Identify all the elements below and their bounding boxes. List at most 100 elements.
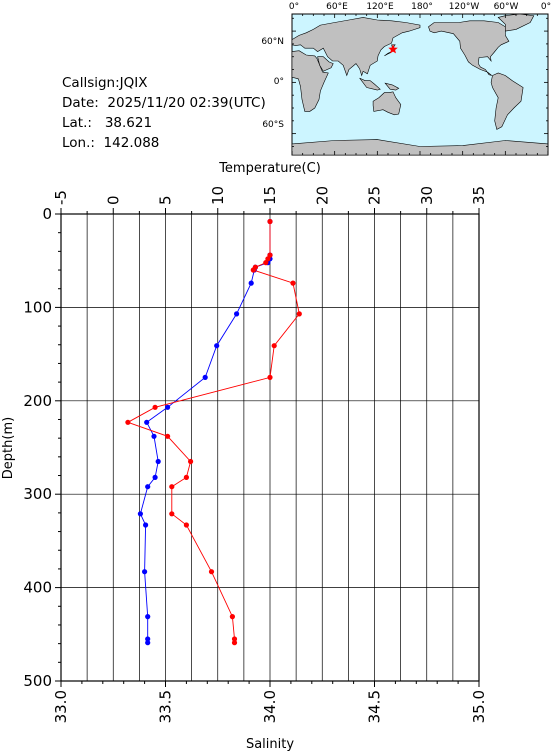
temperature-tick-label: 25 [366, 186, 384, 205]
salinity-point [169, 484, 175, 490]
temperature-point [151, 433, 157, 439]
callsign-label: Callsign: [62, 75, 120, 91]
temperature-point [202, 374, 208, 380]
lon-value: 142.088 [103, 135, 160, 151]
temperature-tick-label: 20 [313, 186, 331, 205]
salinity-point [208, 569, 215, 575]
callsign-line: Callsign:JQIX [62, 73, 266, 93]
depth-axis-title: Depth(m) [1, 417, 16, 479]
map-landmass [291, 50, 329, 112]
salinity-point [231, 640, 238, 646]
depth-tick-label: 300 [23, 485, 52, 503]
map-landmass [428, 20, 510, 76]
temperature-point [248, 280, 254, 286]
depth-tick-label: 0 [42, 205, 52, 223]
salinity-point [152, 404, 158, 410]
map-top-tick-3: 180° [411, 2, 433, 12]
map-landmass [384, 82, 400, 91]
map-top-tick-2: 120°E [366, 2, 394, 12]
date-label: Date: [62, 95, 99, 111]
map-top-tick-5: 60°W [494, 2, 519, 12]
salinity-point [165, 433, 171, 439]
salinity-point [169, 511, 175, 517]
temperature-tick-label: 0 [104, 195, 122, 205]
map-landmass [359, 77, 381, 91]
axis-ticks [55, 208, 480, 687]
temperature-point [144, 419, 150, 425]
salinity-point [263, 260, 269, 266]
salinity-tick-label: 33.0 [52, 690, 70, 723]
temperature-point [142, 569, 148, 575]
temperature-point [143, 522, 149, 528]
salinity-axis-title: Salinity [246, 737, 294, 751]
station-info: Callsign:JQIX Date: 2025/11/20 02:39(UTC… [62, 73, 266, 153]
salinity-tick-label: 35.0 [470, 690, 488, 723]
salinity-point [229, 614, 235, 620]
lat-value: 38.621 [104, 115, 153, 131]
salinity-point [290, 280, 296, 286]
salinity-tick-label: 34.5 [366, 690, 384, 723]
map-landmass [497, 13, 535, 32]
map-ticks [291, 14, 549, 155]
temperature-tick-label: 10 [209, 186, 227, 205]
date-value: 2025/11/20 02:39(UTC) [107, 95, 266, 111]
salinity-tick-label: 33.5 [157, 690, 175, 723]
lat-label: Lat.: [62, 115, 92, 131]
station-marker-icon [388, 44, 398, 54]
temperature-point [137, 511, 143, 517]
temperature-point [152, 474, 158, 480]
salinity-tick-labels: 33.0 33.5 34.0 34.5 35.0 [52, 690, 488, 723]
temperature-axis-title: Temperature(C) [218, 161, 321, 176]
salinity-profile-line [126, 221, 300, 643]
map-landmass [317, 56, 334, 72]
temperature-point [214, 343, 220, 349]
temperature-point [145, 640, 151, 646]
temperature-point [165, 404, 171, 410]
temperature-point [145, 636, 151, 642]
salinity-point [183, 522, 189, 528]
map-land [291, 13, 549, 156]
map-top-tick-4: 120°W [449, 2, 480, 12]
temperature-tick-label: 15 [261, 186, 279, 205]
chart-grid [61, 214, 479, 681]
temperature-point [145, 484, 151, 490]
map-left-tick-1: 0° [274, 77, 284, 87]
salinity-point [188, 458, 194, 465]
map-landmass [291, 17, 421, 77]
temperature-point [155, 458, 161, 465]
map-left-tick-0: 60°N [261, 37, 284, 47]
lon-line: Lon.: 142.088 [62, 133, 266, 153]
temperature-tick-label: 30 [418, 186, 436, 205]
callsign-value: JQIX [119, 75, 148, 91]
salinity-point [267, 374, 273, 380]
temperature-tick-label: -5 [52, 190, 70, 205]
map-top-tick-1: 60°E [326, 2, 348, 12]
depth-tick-labels: 0 100 200 300 400 500 [23, 205, 52, 690]
world-map: 0° 60°E 120°E 180° 120°W 60°W 0° 60°N 0°… [261, 2, 551, 156]
salinity-point [296, 311, 302, 317]
temperature-tick-labels: -5 0 5 10 15 20 25 30 35 [52, 186, 488, 205]
map-left-tick-2: 60°S [262, 120, 284, 130]
map-landmass [372, 91, 402, 116]
depth-tick-label: 200 [23, 392, 52, 410]
lon-label: Lon.: [62, 135, 95, 151]
salinity-tick-label: 34.0 [261, 690, 279, 723]
map-top-tick-6: 0° [541, 2, 551, 12]
salinity-point [271, 343, 277, 349]
salinity-point [250, 267, 256, 273]
map-top-tick-0: 0° [289, 2, 299, 12]
temperature-tick-label: 5 [157, 195, 175, 205]
salinity-point [265, 256, 271, 262]
temperature-tick-label: 35 [470, 186, 488, 205]
map-landmass [490, 72, 524, 130]
data-series [125, 218, 302, 646]
temperature-point [234, 311, 240, 317]
lat-line: Lat.: 38.621 [62, 113, 266, 133]
depth-tick-label: 500 [23, 672, 52, 690]
date-line: Date: 2025/11/20 02:39(UTC) [62, 93, 266, 113]
salinity-point [231, 636, 238, 642]
station-marker [388, 44, 398, 54]
salinity-point [125, 419, 131, 425]
depth-tick-label: 100 [23, 298, 52, 316]
